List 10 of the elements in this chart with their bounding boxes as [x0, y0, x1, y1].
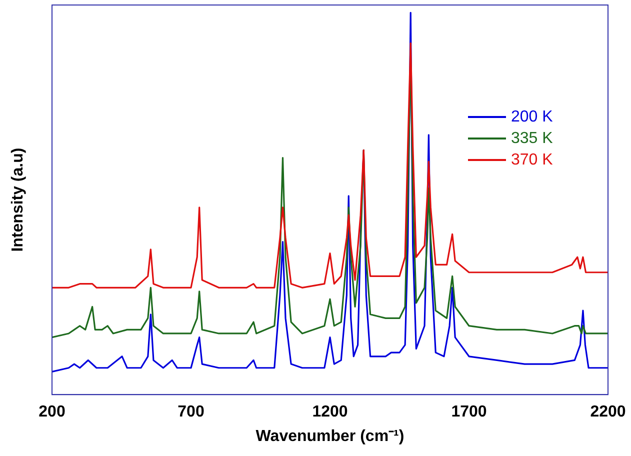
legend-label: 370 K — [511, 151, 554, 168]
legend-label: 200 K — [511, 108, 554, 126]
legend-label: 335 K — [511, 130, 554, 147]
y-axis-title: Intensity (a.u) — [9, 148, 26, 252]
x-tick-label: 1700 — [451, 404, 487, 421]
x-tick-label: 1200 — [312, 404, 348, 421]
x-tick-label: 2200 — [590, 404, 626, 421]
x-tick-label: 200 — [38, 404, 66, 421]
x-axis-title: Wavenumber (cm⁻¹) — [256, 428, 404, 445]
x-tick-label: 700 — [178, 404, 204, 421]
